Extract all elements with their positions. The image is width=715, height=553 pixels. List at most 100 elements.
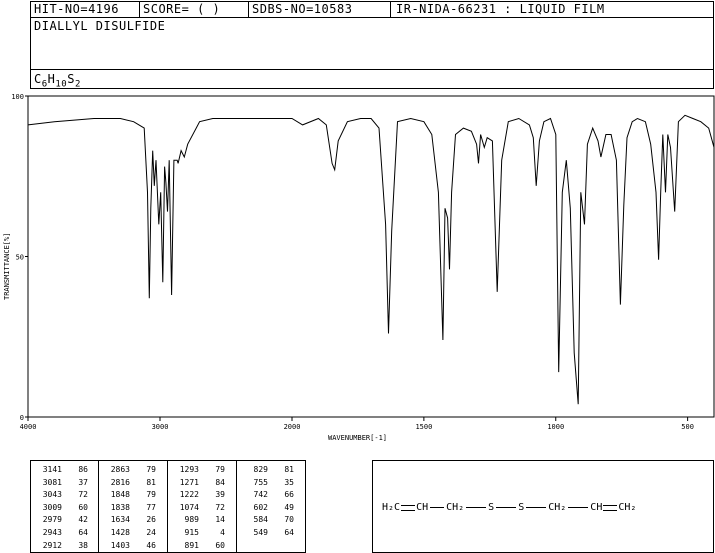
peak-entry: 3043 72 bbox=[36, 488, 88, 502]
peak-transmittance: 4 bbox=[220, 528, 225, 537]
peak-wavenumber: 2816 bbox=[110, 477, 130, 487]
peak-wavenumber: 2979 bbox=[42, 515, 62, 525]
peak-entry: 602 49 bbox=[242, 501, 294, 515]
ir-nida-number: IR-NIDA-66231 : LIQUID FILM bbox=[396, 2, 605, 16]
peak-transmittance: 35 bbox=[284, 477, 294, 487]
peak-wavenumber: 1634 bbox=[110, 515, 130, 525]
plot-frame bbox=[27, 95, 715, 418]
peak-transmittance: 86 bbox=[78, 465, 88, 474]
x-tick-label: 2000 bbox=[284, 423, 301, 431]
struct-ch-2: CH bbox=[590, 502, 603, 513]
peak-transmittance: 24 bbox=[146, 528, 156, 537]
struct-s-1: S bbox=[488, 502, 495, 513]
peak-wavenumber: 989 bbox=[184, 515, 199, 525]
single-bond-1 bbox=[430, 507, 445, 508]
y-tick-label: 100 bbox=[11, 93, 24, 101]
peak-wavenumber: 2912 bbox=[42, 540, 62, 550]
header-sep-3 bbox=[390, 1, 391, 17]
molecular-formula: C6H10S2 bbox=[34, 72, 81, 90]
peak-entry: 549 64 bbox=[242, 526, 294, 540]
peak-entry: 1838 77 bbox=[104, 501, 156, 515]
x-axis-label: WAVENUMBER[-1] bbox=[328, 434, 387, 442]
peak-entry: 2979 42 bbox=[36, 513, 88, 527]
peak-wavenumber: 1271 bbox=[179, 477, 199, 487]
y-tick-label: 0 bbox=[20, 414, 24, 422]
peak-wavenumber: 1403 bbox=[110, 540, 130, 550]
struct-ch2-1: CH₂ bbox=[446, 502, 465, 513]
peak-transmittance: 79 bbox=[215, 465, 225, 474]
single-bond-2 bbox=[466, 507, 487, 508]
peak-col-sep-1 bbox=[98, 460, 99, 553]
peak-wavenumber: 1222 bbox=[179, 490, 199, 500]
peak-entry: 1403 46 bbox=[104, 539, 156, 553]
peak-wavenumber: 3081 bbox=[42, 477, 62, 487]
x-tick-label: 4000 bbox=[20, 423, 37, 431]
peak-wavenumber: 2943 bbox=[42, 528, 62, 537]
peak-wavenumber: 1838 bbox=[110, 502, 130, 512]
peak-transmittance: 84 bbox=[215, 477, 225, 487]
peak-transmittance: 79 bbox=[146, 465, 156, 474]
structure-formula: H₂C CH CH₂ S S CH₂ CH CH₂ bbox=[382, 502, 636, 513]
peak-transmittance: 60 bbox=[215, 540, 225, 550]
struct-h2c: H₂C bbox=[382, 502, 401, 513]
peak-transmittance: 79 bbox=[146, 490, 156, 500]
peak-transmittance: 46 bbox=[146, 540, 156, 550]
peak-transmittance: 72 bbox=[215, 502, 225, 512]
peak-transmittance: 77 bbox=[146, 502, 156, 512]
header-sep-1 bbox=[139, 1, 140, 17]
peak-transmittance: 64 bbox=[284, 528, 294, 537]
peak-transmittance: 38 bbox=[78, 540, 88, 550]
peak-transmittance: 60 bbox=[78, 502, 88, 512]
x-tick-label: 500 bbox=[681, 423, 694, 431]
peak-entry: 1074 72 bbox=[173, 501, 225, 515]
header-row-divider bbox=[30, 17, 714, 18]
peak-entry: 915 4 bbox=[173, 526, 225, 540]
x-tick-label: 1500 bbox=[415, 423, 432, 431]
peak-entry: 3141 86 bbox=[36, 463, 88, 477]
peak-entry: 1634 26 bbox=[104, 513, 156, 527]
peak-entry: 989 14 bbox=[173, 513, 225, 527]
peak-wavenumber: 1293 bbox=[179, 465, 199, 474]
sdbs-number: SDBS-NO=10583 bbox=[252, 2, 353, 16]
peak-entry: 755 35 bbox=[242, 476, 294, 490]
peak-transmittance: 81 bbox=[284, 465, 294, 474]
peak-wavenumber: 915 bbox=[184, 528, 199, 537]
peak-transmittance: 66 bbox=[284, 490, 294, 500]
peak-wavenumber: 3141 bbox=[42, 465, 62, 474]
single-bond-5 bbox=[568, 507, 589, 508]
peak-transmittance: 72 bbox=[78, 490, 88, 500]
peak-transmittance: 49 bbox=[284, 502, 294, 512]
struct-ch2-3: CH₂ bbox=[618, 502, 637, 513]
peak-transmittance: 64 bbox=[78, 528, 88, 537]
single-bond-3 bbox=[496, 507, 517, 508]
x-tick-label: 1000 bbox=[547, 423, 564, 431]
peak-col-sep-2 bbox=[167, 460, 168, 553]
peak-entry: 2912 38 bbox=[36, 539, 88, 553]
peak-entry: 1293 79 bbox=[173, 463, 225, 477]
peak-wavenumber: 3043 bbox=[42, 490, 62, 500]
peak-entry: 3081 37 bbox=[36, 476, 88, 490]
peak-entry: 1271 84 bbox=[173, 476, 225, 490]
peak-transmittance: 70 bbox=[284, 515, 294, 525]
y-axis-label: TRANSMITTANCE[%] bbox=[3, 233, 11, 300]
header-box bbox=[30, 1, 714, 89]
peak-entry: 2816 81 bbox=[104, 476, 156, 490]
peak-wavenumber: 891 bbox=[184, 540, 199, 550]
peak-entry: 742 66 bbox=[242, 488, 294, 502]
peak-wavenumber: 1848 bbox=[110, 490, 130, 500]
peak-wavenumber: 1428 bbox=[110, 528, 130, 537]
peak-wavenumber: 829 bbox=[253, 465, 268, 474]
peak-wavenumber: 742 bbox=[253, 490, 268, 500]
peak-entry: 829 81 bbox=[242, 463, 294, 477]
peak-wavenumber: 3009 bbox=[42, 502, 62, 512]
score: SCORE= ( ) bbox=[143, 2, 221, 16]
peak-transmittance: 14 bbox=[215, 515, 225, 525]
peak-entry: 891 60 bbox=[173, 539, 225, 553]
peak-entry: 2943 64 bbox=[36, 526, 88, 540]
hit-number: HIT-NO=4196 bbox=[34, 2, 119, 16]
header-sep-2 bbox=[248, 1, 249, 17]
peak-wavenumber: 602 bbox=[253, 502, 268, 512]
struct-ch-1: CH bbox=[416, 502, 429, 513]
spectrum-line bbox=[27, 114, 715, 405]
